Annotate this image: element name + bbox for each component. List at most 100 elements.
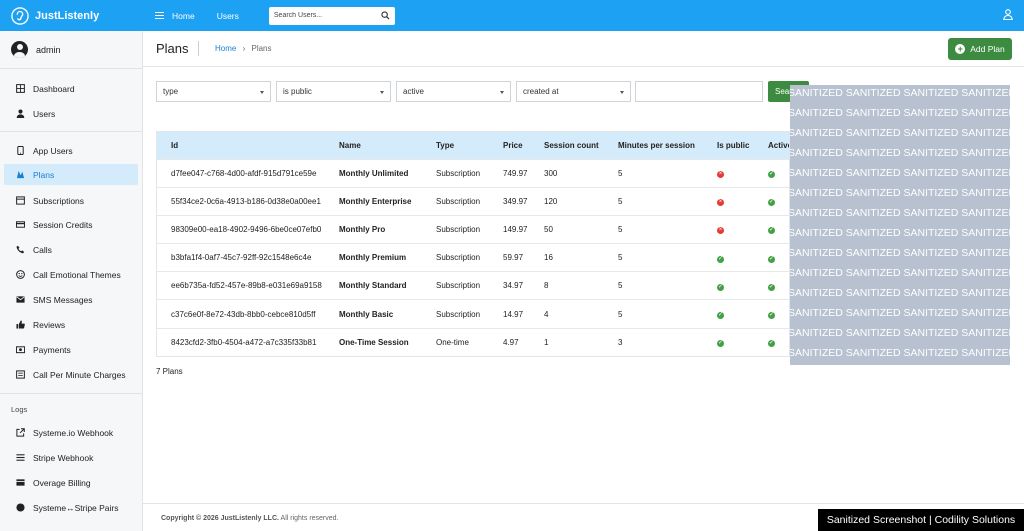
plan-session-count: 1 bbox=[544, 327, 618, 356]
sanitized-line: SANITIZED SANITIZED SANITIZED SANITIZED … bbox=[790, 327, 1010, 339]
sidebar-divider bbox=[0, 393, 142, 394]
plan-name: Monthly Premium bbox=[339, 243, 436, 272]
sidebar-item-payments[interactable]: Payments bbox=[4, 339, 138, 360]
add-plan-button[interactable]: + Add Plan bbox=[948, 38, 1012, 60]
table-row[interactable]: 8423cfd2-3fb0-4504-a472-a7c335f33b81 One… bbox=[157, 327, 789, 356]
sidebar-item-users[interactable]: Users bbox=[4, 103, 138, 124]
plan-is-public: × bbox=[717, 186, 768, 216]
plan-price: 59.97 bbox=[503, 243, 544, 272]
sidebar-item-label: Call Emotional Themes bbox=[33, 269, 121, 280]
sidebar-item-systeme-webhook[interactable]: Systeme.io Webhook bbox=[4, 422, 138, 443]
sidebar-item-session-credits[interactable]: Session Credits bbox=[4, 214, 138, 235]
sidebar-item-subscriptions[interactable]: Subscriptions bbox=[4, 190, 138, 211]
plan-type: One-time bbox=[436, 327, 503, 356]
plan-active: ✓ bbox=[768, 214, 789, 244]
sidebar-logs-heading: Logs bbox=[11, 405, 28, 414]
credits-icon bbox=[16, 221, 25, 228]
plan-type: Subscription bbox=[436, 243, 503, 272]
plan-active: ✓ bbox=[768, 327, 789, 356]
sidebar-item-label: Overage Billing bbox=[33, 477, 91, 488]
column-header[interactable]: Minutes per session bbox=[618, 132, 717, 159]
sanitized-overlay: SANITIZED SANITIZED SANITIZED SANITIZED … bbox=[790, 85, 1010, 365]
sidebar-item-dashboard[interactable]: Dashboard bbox=[4, 78, 138, 99]
phone-icon bbox=[16, 245, 25, 254]
column-header[interactable]: Session count bbox=[544, 132, 618, 159]
plan-is-public: × bbox=[717, 214, 768, 244]
add-plan-label: Add Plan bbox=[970, 44, 1005, 54]
sidebar-item-label: Users bbox=[33, 108, 56, 119]
table-row[interactable]: ee6b735a-fd52-457e-89b8-e031e69a9158 Mon… bbox=[157, 271, 789, 300]
plan-is-public: ✓ bbox=[717, 271, 768, 300]
chevron-down-icon bbox=[620, 91, 624, 94]
plan-session-count: 50 bbox=[544, 214, 618, 244]
page-title: Plans bbox=[156, 41, 189, 56]
sidebar-item-label: Calls bbox=[33, 244, 52, 255]
subscriptions-icon bbox=[16, 196, 25, 205]
sidebar-item-label: Systeme.io Webhook bbox=[33, 427, 114, 438]
table-row[interactable]: 55f34ce2-0c6a-4913-b186-0d38e0a00ee1 Mon… bbox=[157, 186, 789, 216]
table-row[interactable]: b3bfa1f4-0af7-45c7-92ff-92c1548e6c4e Mon… bbox=[157, 243, 789, 272]
type-filter-select[interactable]: type bbox=[156, 81, 271, 102]
plan-id: 98309e00-ea18-4902-9496-6be0ce07efb0 bbox=[157, 214, 339, 244]
nav-home-link[interactable]: Home bbox=[172, 10, 195, 21]
plan-session-count: 300 bbox=[544, 158, 618, 188]
x-circle-icon: × bbox=[717, 227, 724, 235]
table-row[interactable]: d7fee047-c768-4d00-afdf-915d791ce59e Mon… bbox=[157, 158, 789, 188]
sanitized-line: SANITIZED SANITIZED SANITIZED SANITIZED … bbox=[790, 267, 1010, 279]
plan-minutes: 5 bbox=[618, 214, 717, 244]
chevron-down-icon bbox=[260, 91, 264, 94]
sidebar-item-label: Session Credits bbox=[33, 219, 93, 230]
column-header[interactable]: Type bbox=[436, 132, 503, 159]
sidebar-item-systeme-stripe-pairs[interactable]: Systeme↔Stripe Pairs bbox=[4, 497, 138, 518]
sanitized-line: SANITIZED SANITIZED SANITIZED SANITIZED … bbox=[790, 287, 1010, 299]
sidebar-item-call-emotional-themes[interactable]: Call Emotional Themes bbox=[4, 264, 138, 285]
column-header[interactable]: Price bbox=[503, 132, 544, 159]
nav-users-link[interactable]: Users bbox=[216, 10, 239, 21]
table-row[interactable]: 98309e00-ea18-4902-9496-6be0ce07efb0 Mon… bbox=[157, 214, 789, 244]
column-header[interactable]: Id bbox=[157, 132, 339, 159]
stripe-icon bbox=[16, 454, 25, 461]
column-header[interactable]: Active bbox=[768, 132, 789, 159]
plan-session-count: 16 bbox=[544, 243, 618, 272]
sidebar-item-stripe-webhook[interactable]: Stripe Webhook bbox=[4, 447, 138, 468]
charges-icon bbox=[16, 370, 25, 379]
active-filter-select[interactable]: active bbox=[396, 81, 511, 102]
sidebar-item-app-users[interactable]: App Users bbox=[4, 140, 138, 161]
created-at-filter-select[interactable]: created at bbox=[516, 81, 631, 102]
search-icon[interactable] bbox=[381, 11, 390, 20]
is-public-filter-select[interactable]: is public bbox=[276, 81, 391, 102]
plan-type: Subscription bbox=[436, 271, 503, 300]
table-row[interactable]: c37c6e0f-8e72-43db-8bb0-cebce810d5ff Mon… bbox=[157, 299, 789, 329]
sidebar-item-overage-billing[interactable]: Overage Billing bbox=[4, 472, 138, 493]
sanitized-badge: Sanitized Screenshot | Codility Solution… bbox=[818, 509, 1024, 531]
column-header[interactable]: Name bbox=[339, 132, 436, 159]
brand[interactable]: JustListenly bbox=[0, 6, 143, 25]
column-header[interactable]: Is public bbox=[717, 132, 768, 159]
sidebar-item-plans[interactable]: Plans bbox=[4, 164, 138, 185]
sidebar-item-reviews[interactable]: Reviews bbox=[4, 314, 138, 335]
sidebar-item-calls[interactable]: Calls bbox=[4, 239, 138, 260]
copyright-rights: All rights reserved. bbox=[280, 515, 339, 522]
sidebar-item-label: SMS Messages bbox=[33, 294, 93, 305]
nav-home[interactable]: Home bbox=[155, 11, 217, 21]
user-search-input[interactable] bbox=[273, 12, 381, 19]
sanitized-line: SANITIZED SANITIZED SANITIZED SANITIZED … bbox=[790, 247, 1010, 259]
hamburger-icon[interactable] bbox=[155, 12, 164, 19]
plan-name: Monthly Unlimited bbox=[339, 158, 436, 188]
plan-active: ✓ bbox=[768, 243, 789, 272]
sanitized-line: SANITIZED SANITIZED SANITIZED SANITIZED … bbox=[790, 87, 1010, 99]
sidebar-item-call-per-minute-charges[interactable]: Call Per Minute Charges bbox=[4, 364, 138, 385]
plans-count: 7 Plans bbox=[156, 367, 183, 376]
dashboard-icon bbox=[16, 84, 25, 93]
account-icon[interactable] bbox=[1003, 9, 1013, 20]
plan-price: 349.97 bbox=[503, 186, 544, 216]
created-at-filter-value: created at bbox=[523, 87, 559, 96]
top-navbar: JustListenly Home Users bbox=[0, 0, 1024, 31]
sidebar-user[interactable]: admin bbox=[0, 31, 142, 69]
created-at-date-input[interactable] bbox=[635, 81, 763, 102]
sidebar-item-sms-messages[interactable]: SMS Messages bbox=[4, 289, 138, 310]
plan-id: d7fee047-c768-4d00-afdf-915d791ce59e bbox=[157, 158, 339, 188]
plan-id: b3bfa1f4-0af7-45c7-92ff-92c1548e6c4e bbox=[157, 243, 339, 272]
plan-minutes: 5 bbox=[618, 243, 717, 272]
breadcrumb-home[interactable]: Home bbox=[215, 44, 237, 53]
